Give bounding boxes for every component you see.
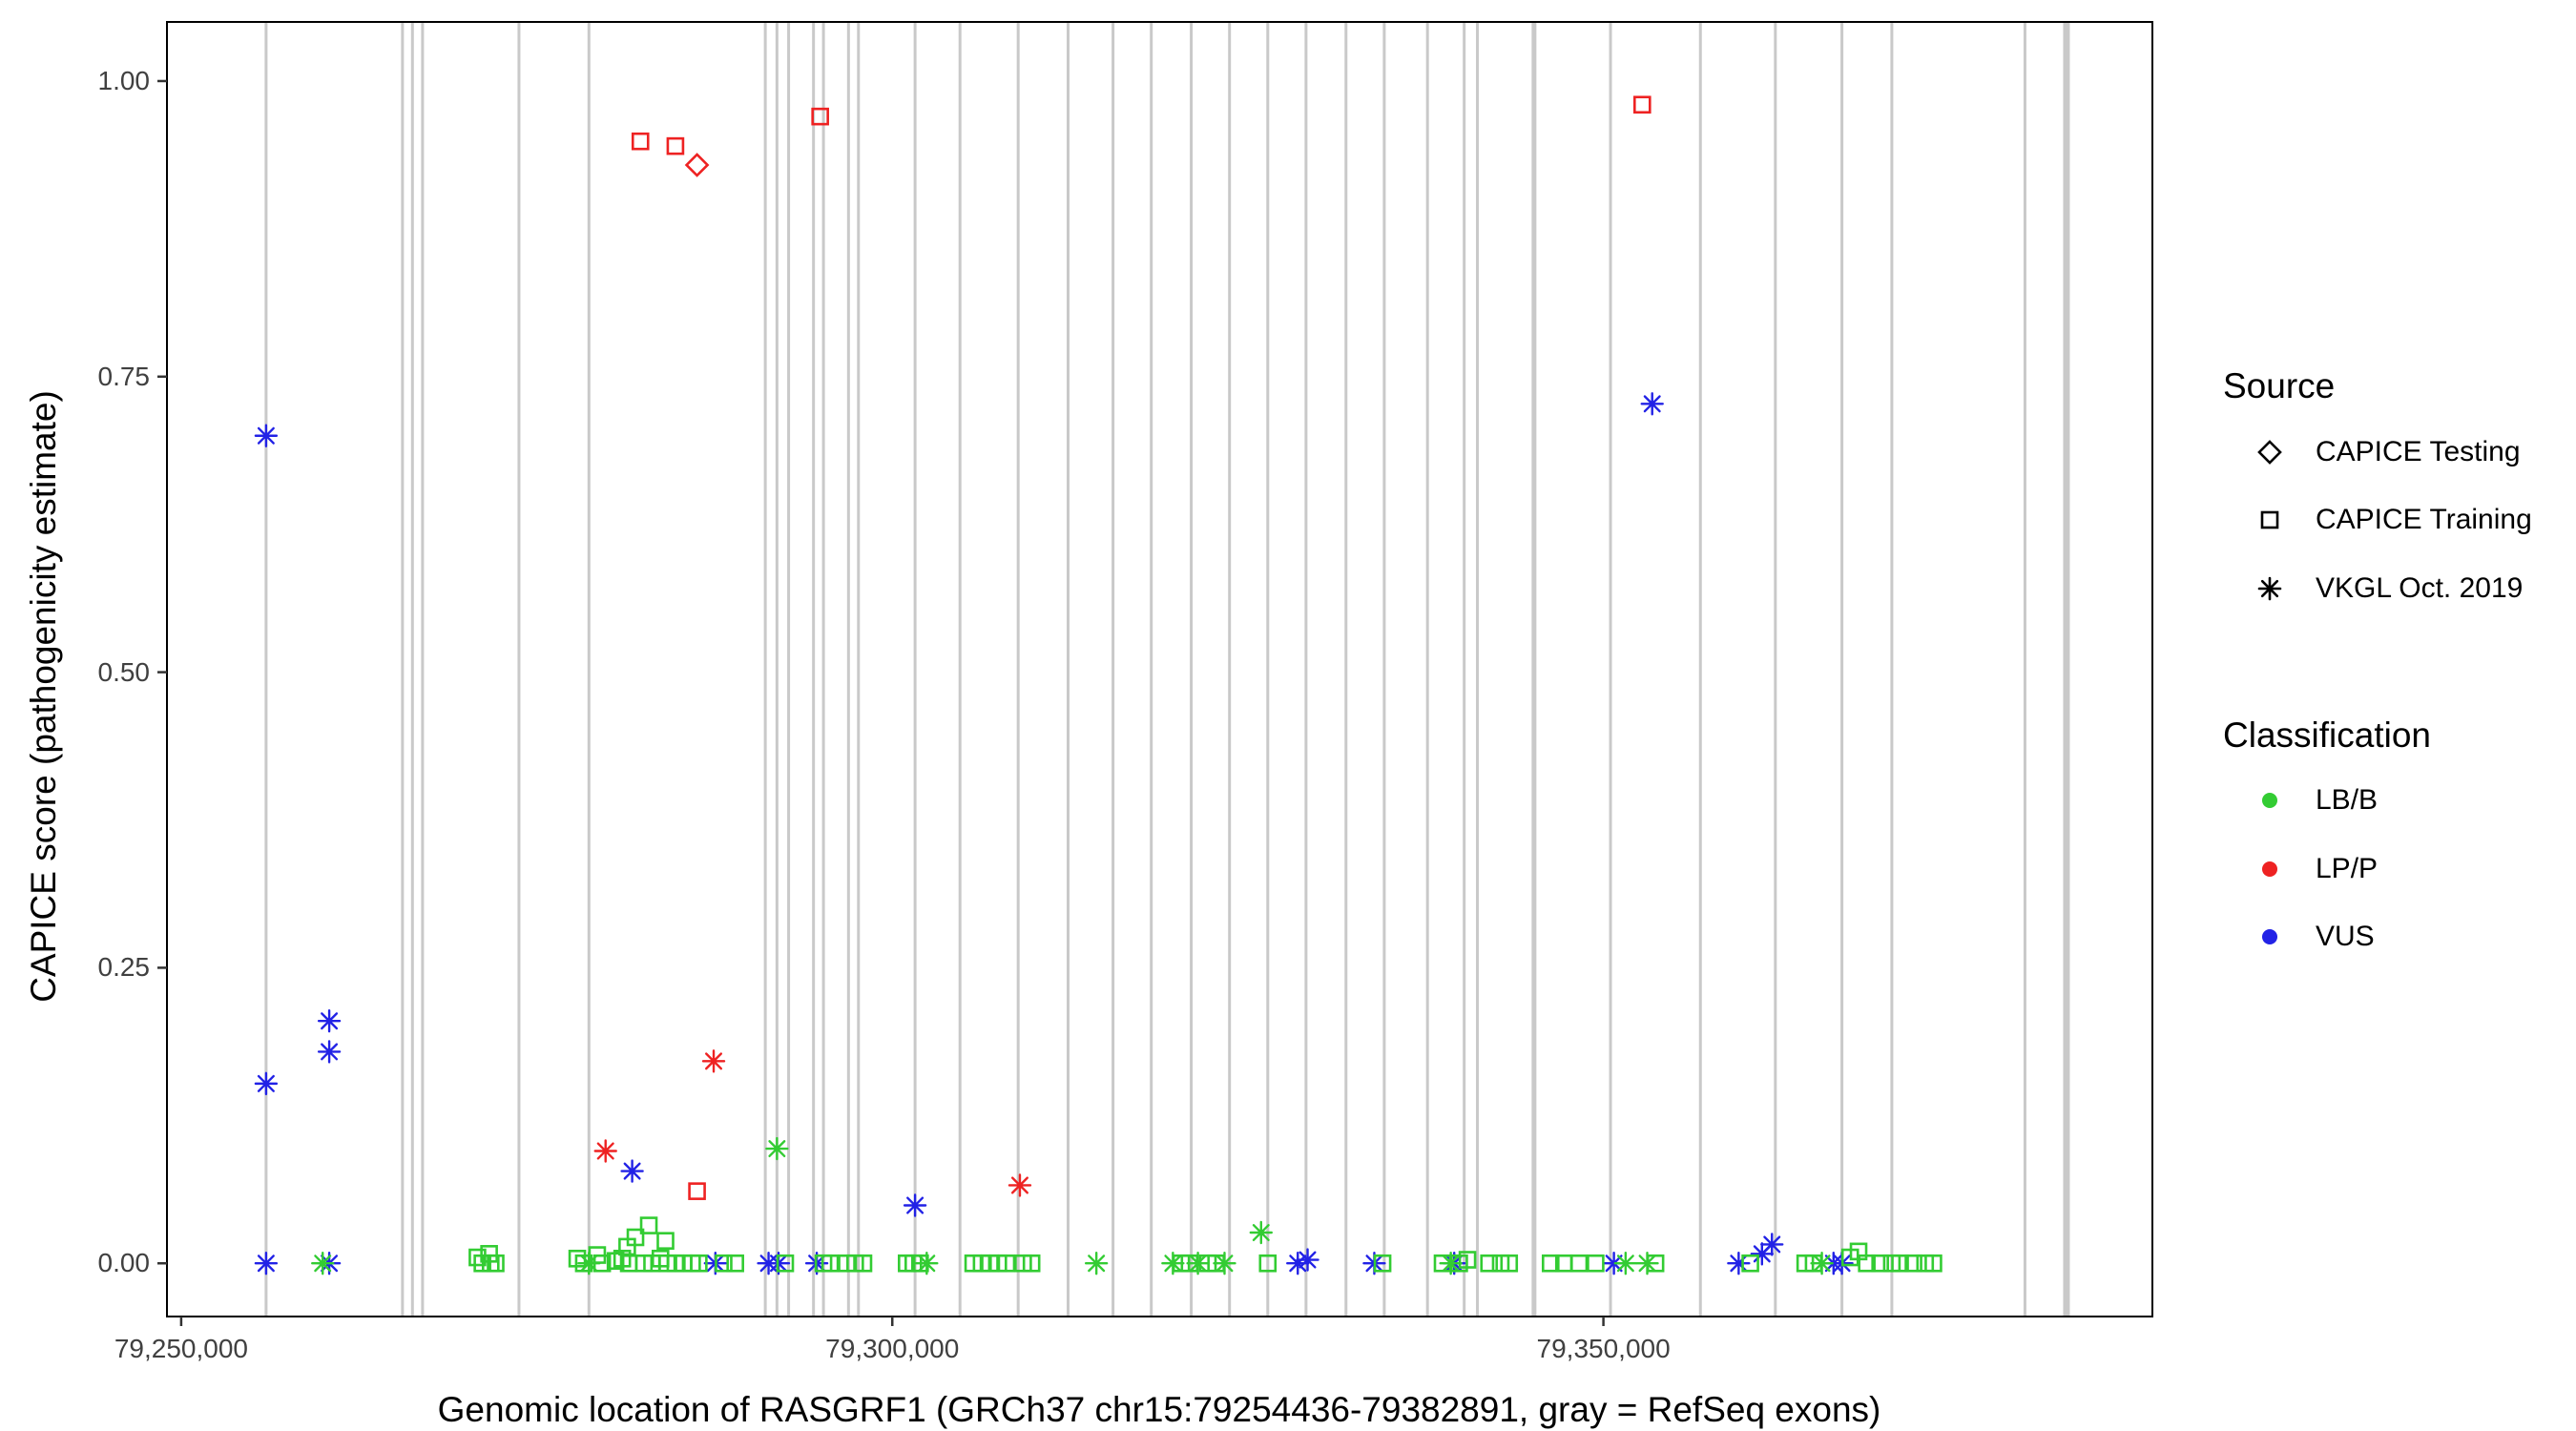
data-point bbox=[1458, 1251, 1477, 1269]
data-point bbox=[254, 1071, 279, 1096]
data-point bbox=[1022, 1254, 1041, 1273]
data-point bbox=[468, 1248, 487, 1267]
y-tick-label: 0.50 bbox=[97, 656, 151, 687]
data-point bbox=[911, 1254, 929, 1273]
data-point bbox=[1760, 1233, 1784, 1256]
y-tick-label: 0.25 bbox=[97, 952, 151, 983]
data-point bbox=[1587, 1254, 1605, 1273]
data-point bbox=[1632, 95, 1652, 114]
data-point bbox=[631, 132, 650, 151]
legend-source-title: Source bbox=[2223, 366, 2336, 405]
red-dot-icon bbox=[2249, 848, 2291, 890]
y-tick-label: 0.75 bbox=[97, 361, 151, 391]
legend-item-vus: VUS bbox=[2249, 916, 2375, 958]
data-point bbox=[317, 1008, 342, 1033]
legend-item-label: LP/P bbox=[2316, 853, 2379, 884]
square-icon bbox=[2249, 499, 2291, 541]
legend-item-label: CAPICE Training bbox=[2316, 504, 2532, 535]
data-point bbox=[1207, 1254, 1225, 1273]
data-point bbox=[1541, 1254, 1560, 1273]
y-tick-label: 0.00 bbox=[97, 1248, 151, 1278]
x-axis-title: Genomic location of RASGRF1 (GRCh37 chr1… bbox=[437, 1390, 1881, 1429]
data-point bbox=[1296, 1248, 1319, 1272]
data-point bbox=[821, 1254, 840, 1273]
data-point bbox=[776, 1254, 795, 1273]
data-point bbox=[726, 1254, 744, 1273]
data-point bbox=[997, 1254, 1016, 1273]
data-point bbox=[1258, 1254, 1278, 1273]
legend-classification-title: Classification bbox=[2223, 716, 2431, 755]
data-point bbox=[811, 107, 829, 126]
data-point bbox=[592, 1254, 612, 1273]
data-point bbox=[1924, 1254, 1942, 1273]
legend-item-label: CAPICE Testing bbox=[2316, 436, 2521, 467]
diamond-icon bbox=[2249, 431, 2291, 473]
data-point bbox=[1286, 1252, 1310, 1275]
blue-dot-icon bbox=[2249, 916, 2291, 958]
y-tick-label: 1.00 bbox=[97, 65, 151, 95]
y-axis-title: CAPICE score (pathogenicity estimate) bbox=[24, 390, 63, 1003]
data-point bbox=[1602, 1252, 1626, 1275]
data-point bbox=[1858, 1254, 1876, 1273]
data-point bbox=[688, 1182, 706, 1200]
data-point bbox=[1480, 1254, 1499, 1273]
data-point bbox=[593, 1139, 617, 1163]
data-point bbox=[1640, 392, 1664, 416]
data-point bbox=[690, 1254, 708, 1273]
data-point bbox=[1871, 1254, 1889, 1273]
legend-item-label: VUS bbox=[2316, 921, 2375, 952]
data-point bbox=[1750, 1242, 1775, 1266]
data-point bbox=[1433, 1254, 1452, 1273]
data-point bbox=[1084, 1252, 1109, 1275]
panel-border bbox=[166, 21, 2153, 1317]
data-point bbox=[639, 1216, 658, 1234]
data-point bbox=[903, 1193, 927, 1217]
data-point bbox=[487, 1254, 505, 1273]
data-point bbox=[317, 1040, 342, 1064]
data-point bbox=[1891, 1254, 1909, 1273]
legend-item-label: LB/B bbox=[2316, 784, 2379, 816]
data-point bbox=[1741, 1254, 1759, 1273]
legend-item-lpp: LP/P bbox=[2249, 848, 2378, 890]
x-tick-label: 79,350,000 bbox=[1536, 1334, 1671, 1363]
data-point bbox=[656, 1232, 675, 1250]
legend-item-label: VKGL Oct. 2019 bbox=[2316, 572, 2524, 604]
data-point bbox=[254, 1252, 279, 1275]
data-point bbox=[854, 1254, 873, 1273]
data-point bbox=[626, 1228, 645, 1247]
data-point bbox=[715, 1254, 733, 1273]
data-point bbox=[1646, 1254, 1665, 1273]
data-point bbox=[620, 1159, 644, 1183]
data-point bbox=[1500, 1254, 1519, 1273]
data-point bbox=[1249, 1220, 1273, 1245]
legend-item-capice-training: CAPICE Training bbox=[2249, 499, 2532, 541]
data-point bbox=[1373, 1254, 1392, 1273]
legend-item-lbb: LB/B bbox=[2249, 779, 2378, 821]
x-tick-label: 79,250,000 bbox=[114, 1334, 248, 1363]
data-point bbox=[666, 136, 685, 156]
data-point bbox=[1569, 1254, 1589, 1273]
data-point bbox=[311, 1252, 335, 1275]
data-point bbox=[254, 424, 279, 447]
data-point bbox=[1613, 1252, 1638, 1275]
data-point bbox=[1804, 1254, 1823, 1273]
data-point bbox=[1904, 1254, 1922, 1273]
legend-item-vkgl: VKGL Oct. 2019 bbox=[2249, 568, 2523, 610]
data-point bbox=[1727, 1252, 1751, 1275]
data-point bbox=[1180, 1254, 1199, 1273]
data-point bbox=[684, 153, 710, 177]
data-point bbox=[701, 1049, 726, 1073]
asterisk-icon bbox=[2249, 568, 2291, 610]
data-point bbox=[1008, 1173, 1032, 1197]
green-dot-icon bbox=[2249, 779, 2291, 821]
data-point bbox=[765, 1136, 789, 1161]
x-tick-label: 79,300,000 bbox=[825, 1334, 960, 1363]
legend-item-capice-testing: CAPICE Testing bbox=[2249, 431, 2521, 473]
